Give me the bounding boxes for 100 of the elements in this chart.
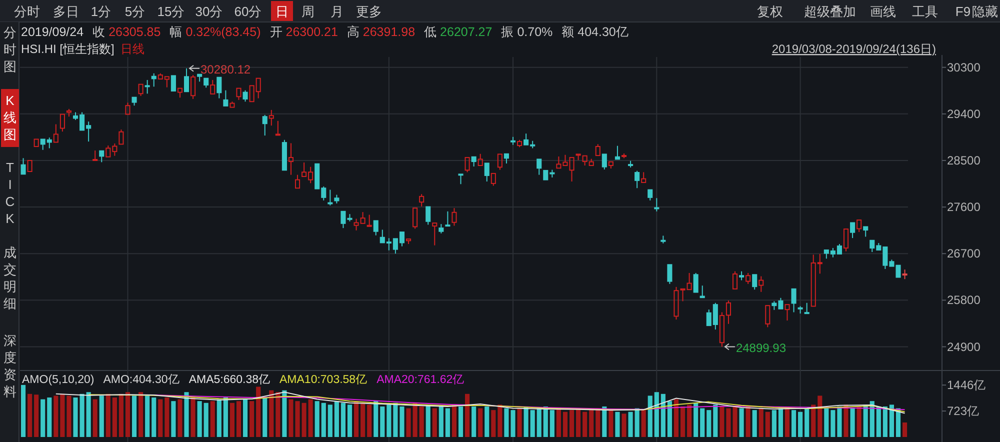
text: 深度资料 [4, 333, 16, 399]
candlestick [432, 222, 438, 246]
bar [276, 392, 280, 437]
bar [262, 397, 268, 437]
text: 日 [276, 4, 288, 19]
text: K线图 [4, 93, 16, 142]
text: 0.32%(83.45) [186, 25, 261, 39]
text: 画线 [870, 4, 896, 19]
bar [615, 412, 620, 437]
bar [40, 399, 46, 437]
bar [622, 414, 626, 437]
y-tick-label: 29400 [947, 106, 981, 121]
bar [210, 401, 215, 437]
bar [125, 392, 130, 437]
bar [426, 404, 430, 437]
candlestick [99, 150, 104, 163]
text: 开 [270, 25, 283, 39]
candlestick [60, 114, 65, 132]
candlestick [406, 238, 412, 244]
candlestick [34, 138, 39, 148]
candlestick [275, 120, 280, 136]
candlestick [784, 304, 790, 322]
bar [660, 394, 666, 437]
candlestick [804, 302, 810, 314]
bar [20, 384, 26, 437]
candlestick [20, 158, 26, 175]
text: 15分 [157, 4, 185, 19]
text: 复权 [757, 4, 783, 19]
candlestick [92, 150, 98, 161]
bar [314, 401, 320, 437]
bar [216, 399, 222, 437]
bar [302, 402, 306, 437]
bar [824, 408, 829, 437]
bar [784, 406, 790, 437]
bar [178, 399, 182, 437]
bar [34, 394, 39, 437]
bar [152, 397, 156, 437]
bar [524, 406, 528, 437]
annotation: AMO:404.30亿 [103, 373, 180, 386]
bar [765, 412, 770, 437]
bar [576, 408, 581, 437]
bar [818, 396, 822, 437]
bar [569, 410, 574, 437]
bar [543, 406, 548, 437]
text: 工具 [912, 4, 938, 19]
y-tick-label: 1446亿 [947, 378, 986, 392]
candlestick [223, 90, 228, 106]
text: 额 [562, 25, 575, 39]
bar [28, 394, 32, 437]
bar [654, 392, 659, 437]
bar [256, 386, 261, 437]
bar [242, 399, 248, 437]
y-tick-label: 723亿 [947, 404, 980, 418]
bar [204, 402, 208, 437]
bar [550, 410, 554, 437]
bar [158, 399, 163, 437]
y-tick-label: 25800 [947, 293, 981, 308]
bar [746, 406, 750, 437]
annotation: AMO(5,10,20) [22, 374, 94, 386]
candlestick [791, 288, 796, 313]
candlestick [27, 160, 32, 172]
text: 26305.85 [108, 25, 161, 39]
candlestick [497, 154, 502, 170]
text: 26207.27 [440, 25, 492, 39]
bar [530, 410, 535, 437]
text: 分时 [14, 4, 40, 19]
bar [118, 394, 124, 437]
bar [889, 404, 894, 437]
text: 2019/09/24 [21, 25, 84, 39]
bar [92, 399, 98, 437]
bar [641, 410, 646, 437]
bar [484, 406, 490, 437]
bar [250, 401, 254, 437]
bar [850, 408, 855, 437]
text: 更多 [356, 4, 382, 19]
bar [694, 402, 698, 437]
candlestick [184, 68, 190, 92]
bar [60, 394, 65, 437]
bar [380, 406, 385, 437]
text: TICK [5, 160, 15, 226]
bar [856, 406, 862, 437]
bar [236, 401, 242, 437]
bar [720, 406, 724, 437]
bar [778, 408, 783, 437]
bar [830, 410, 836, 437]
bar [328, 404, 332, 437]
bar [562, 412, 568, 437]
candlestick [170, 75, 176, 92]
y-tick-label: 28500 [947, 153, 981, 168]
bar [412, 402, 418, 437]
text: 26300.21 [286, 25, 338, 39]
bar [837, 406, 842, 437]
text: 成交明细 [4, 245, 16, 311]
text: 多日 [53, 4, 79, 19]
bar [517, 408, 522, 437]
text: 0.70% [517, 25, 553, 39]
bar [608, 410, 614, 437]
text: 1分 [90, 4, 112, 19]
y-tick-label: 24900 [947, 340, 981, 354]
candlestick [843, 228, 849, 252]
